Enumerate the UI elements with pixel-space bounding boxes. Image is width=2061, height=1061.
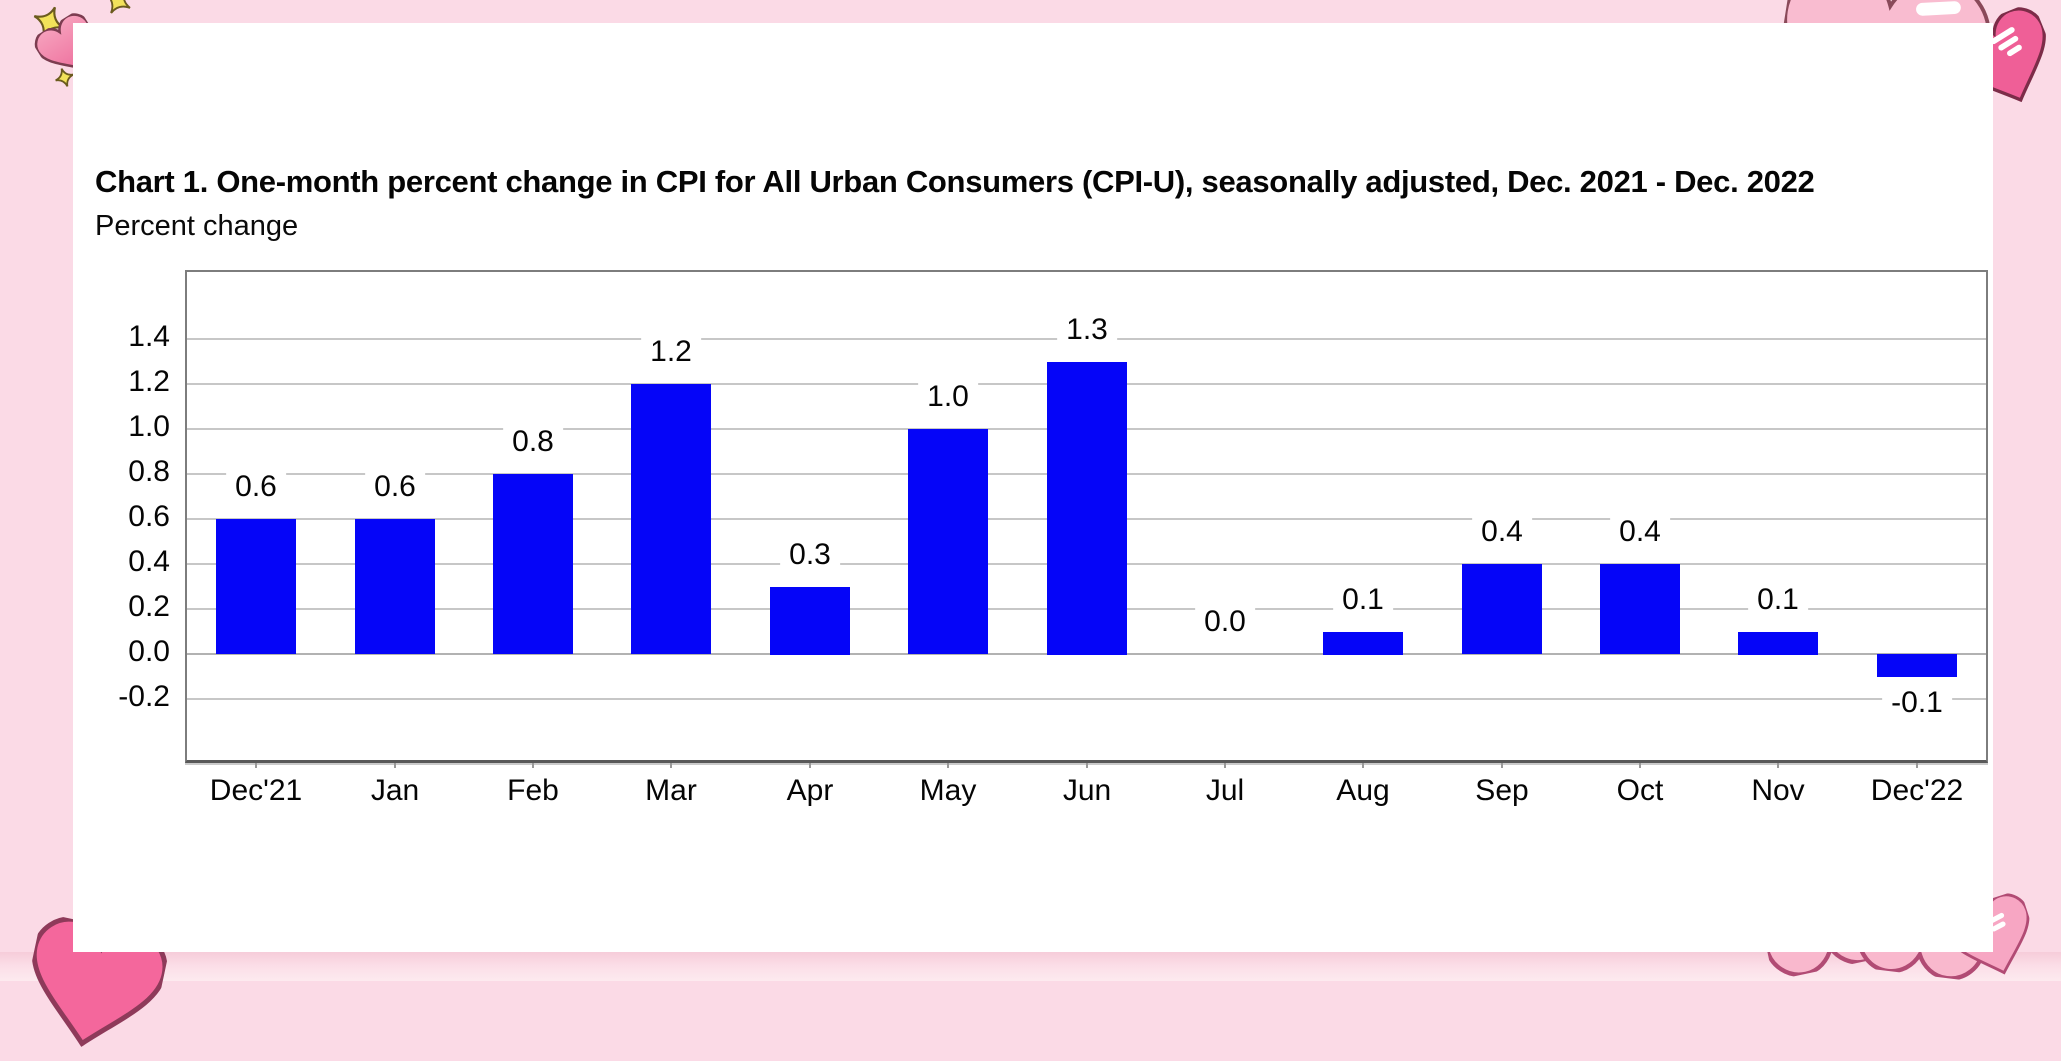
x-axis-tick bbox=[1362, 763, 1364, 768]
chart-title: Chart 1. One-month percent change in CPI… bbox=[95, 164, 1815, 199]
bar-value-label: 1.0 bbox=[918, 379, 978, 415]
bar-value-label: 0.1 bbox=[1748, 582, 1808, 618]
y-axis-tick-label: 1.2 bbox=[128, 365, 170, 398]
bar bbox=[770, 587, 850, 655]
x-axis-tick bbox=[1916, 763, 1918, 768]
sparkle-icon bbox=[105, 0, 131, 14]
y-axis-tick-label: 1.4 bbox=[128, 320, 170, 353]
x-axis-label: May bbox=[919, 774, 977, 807]
x-axis-tick bbox=[255, 763, 257, 768]
x-axis-label: Sep bbox=[1475, 774, 1529, 807]
gridline bbox=[187, 698, 1986, 700]
x-axis-tick bbox=[1501, 763, 1503, 768]
bar bbox=[493, 474, 573, 654]
x-axis-label: Jan bbox=[370, 774, 420, 807]
bar bbox=[631, 384, 711, 654]
x-axis-label: Dec'21 bbox=[209, 774, 303, 807]
x-axis-tick bbox=[670, 763, 672, 768]
bar bbox=[1600, 564, 1680, 654]
x-axis-label: Feb bbox=[507, 774, 559, 807]
bar-value-label: 1.2 bbox=[641, 334, 701, 370]
bar-value-label: 0.3 bbox=[780, 537, 840, 573]
x-axis-tick bbox=[1086, 763, 1088, 768]
bar-value-label: 0.4 bbox=[1610, 514, 1670, 550]
bar-value-label: 0.6 bbox=[226, 469, 286, 505]
bar bbox=[1047, 362, 1127, 655]
x-axis-label: Nov bbox=[1751, 774, 1805, 807]
y-axis-tick-label: -0.2 bbox=[118, 680, 170, 713]
bar-value-label: 0.1 bbox=[1333, 582, 1393, 618]
x-axis-label: Apr bbox=[786, 774, 834, 807]
y-axis-tick-label: 0.2 bbox=[128, 590, 170, 623]
bar-value-label: 0.8 bbox=[503, 424, 563, 460]
bar-value-label: -0.1 bbox=[1882, 685, 1952, 721]
x-axis-tick bbox=[947, 763, 949, 768]
bar bbox=[1462, 564, 1542, 654]
bar bbox=[1323, 632, 1403, 655]
chart-y-axis-title: Percent change bbox=[95, 210, 299, 242]
x-axis-tick bbox=[1224, 763, 1226, 768]
x-axis-label: Dec'22 bbox=[1870, 774, 1964, 807]
plot-area: 0.6 Dec'21 0.6 Jan 0.8 Feb 1.2 Mar 0.3 Apr 1.0 May 1… bbox=[185, 270, 1988, 807]
y-axis-tick-label: 0.6 bbox=[128, 500, 170, 533]
x-axis-label: Mar bbox=[645, 774, 697, 807]
bar bbox=[908, 429, 988, 654]
y-axis-tick-label: 0.0 bbox=[128, 635, 170, 668]
y-axis-tick-label: 0.8 bbox=[128, 455, 170, 488]
x-axis-label: Aug bbox=[1336, 774, 1390, 807]
bar-value-label: 0.0 bbox=[1195, 604, 1255, 640]
x-axis-tick bbox=[809, 763, 811, 768]
x-axis-label: Oct bbox=[1616, 774, 1664, 807]
bar-value-label: 0.4 bbox=[1472, 514, 1532, 550]
x-axis-label: Jun bbox=[1062, 774, 1112, 807]
sparkle-icon bbox=[55, 68, 74, 87]
x-axis-tick bbox=[1777, 763, 1779, 768]
bottom-gradient-band bbox=[0, 952, 2061, 981]
y-axis-tick-label: 0.4 bbox=[128, 545, 170, 578]
y-axis-tick-label: 1.0 bbox=[128, 410, 170, 443]
content-card: Chart 1. One-month percent change in CPI… bbox=[73, 23, 1993, 952]
x-axis-tick bbox=[532, 763, 534, 768]
bar bbox=[355, 519, 435, 654]
x-axis-tick bbox=[394, 763, 396, 768]
bar bbox=[1738, 632, 1818, 655]
bar bbox=[1877, 654, 1957, 677]
bar-value-label: 1.3 bbox=[1057, 312, 1117, 348]
bar bbox=[216, 519, 296, 654]
bar-value-label: 0.6 bbox=[365, 469, 425, 505]
x-axis-label: Jul bbox=[1205, 774, 1245, 807]
x-axis-tick bbox=[1639, 763, 1641, 768]
